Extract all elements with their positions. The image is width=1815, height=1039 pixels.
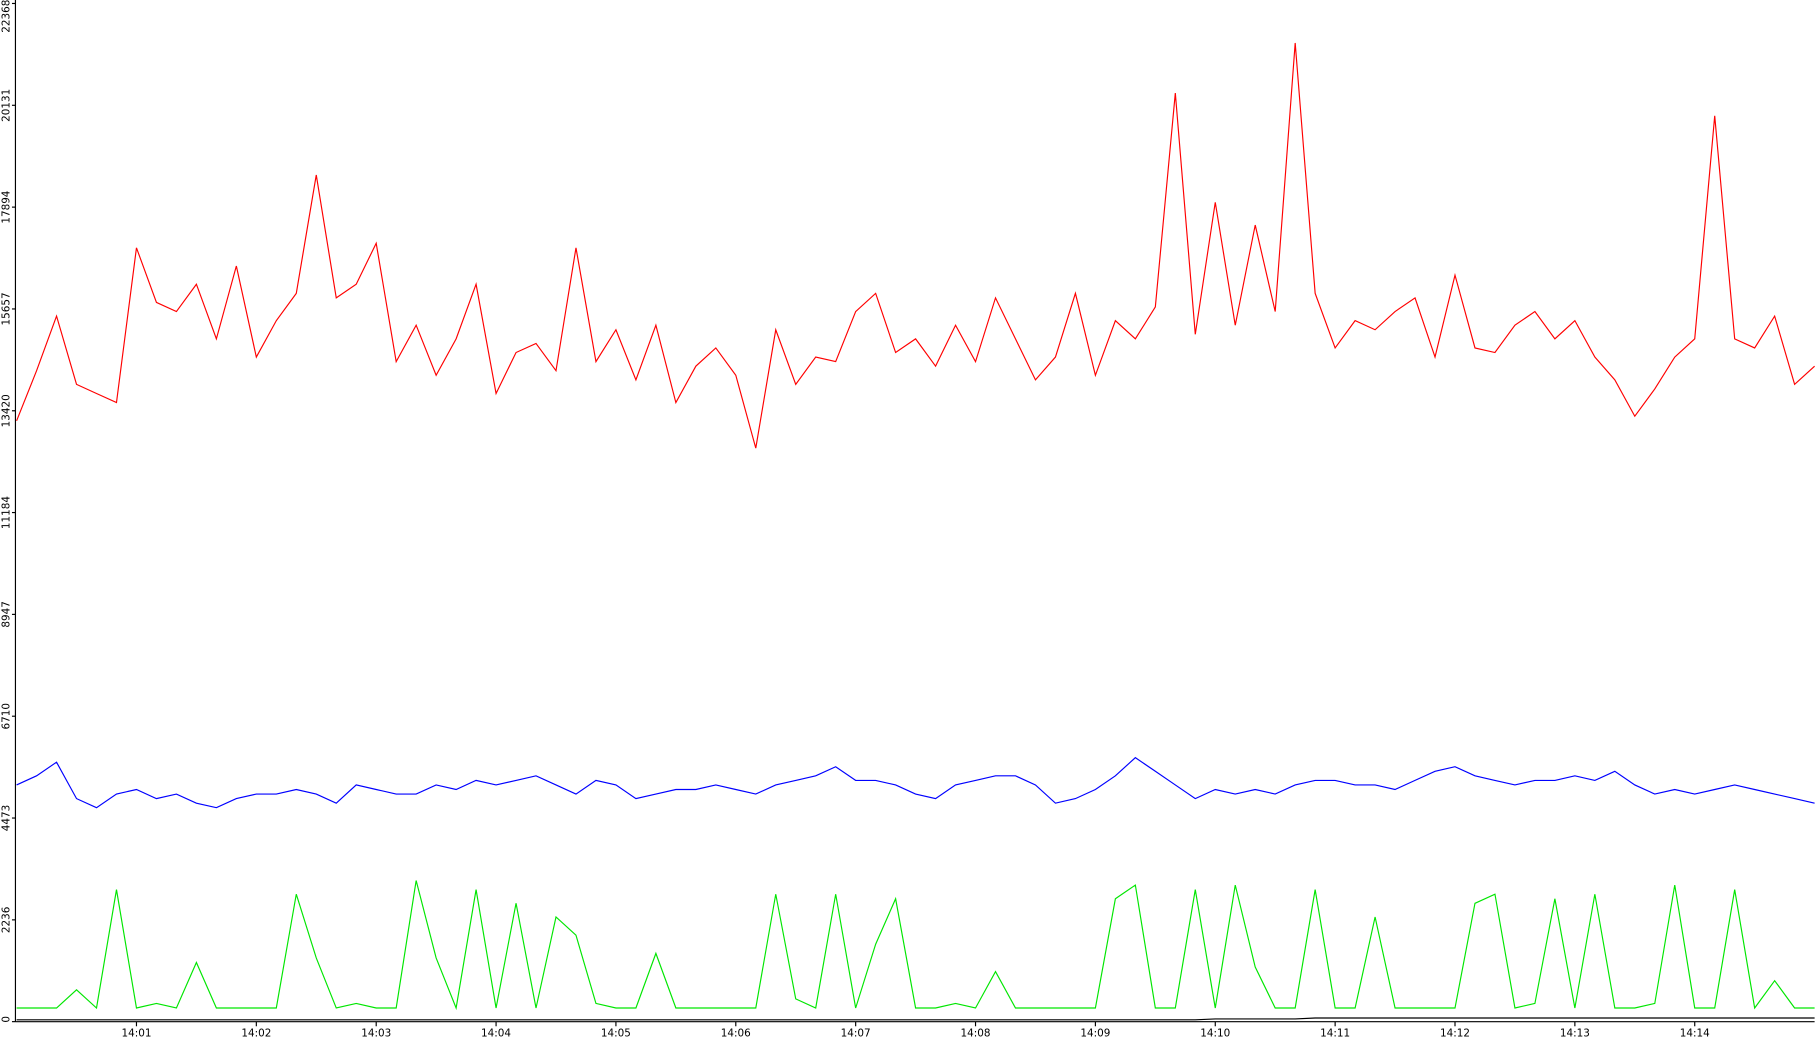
- series-line: [16, 42, 1815, 449]
- x-tick-label: 14:14: [1680, 1028, 1710, 1039]
- y-tick-label: 15657: [1, 292, 13, 325]
- y-tick-label: 2236: [1, 907, 13, 933]
- series-line: [16, 1017, 1815, 1021]
- y-tick-label: 4473: [1, 805, 13, 831]
- y-tick-label: 6710: [1, 703, 13, 729]
- x-tick-label: 14:11: [1320, 1028, 1350, 1039]
- y-tick-label: 8947: [1, 601, 13, 627]
- x-tick-label: 14:13: [1560, 1028, 1590, 1039]
- y-tick-label: 13420: [1, 394, 13, 427]
- x-tick-label: 14:03: [361, 1028, 391, 1039]
- y-tick-label: 22368: [1, 0, 13, 33]
- x-tick-label: 14:09: [1080, 1028, 1110, 1039]
- x-tick-label: 14:05: [601, 1028, 631, 1039]
- series-line: [16, 756, 1815, 809]
- y-tick-label: 20131: [1, 89, 13, 122]
- y-tick-label: 17894: [1, 190, 13, 223]
- series-line: [16, 880, 1815, 1011]
- x-tick-label: 14:07: [841, 1028, 871, 1039]
- x-tick-label: 14:02: [241, 1028, 271, 1039]
- x-tick-label: 14:01: [121, 1028, 151, 1039]
- y-tick-label: 11184: [1, 496, 13, 529]
- x-tick-label: 14:10: [1200, 1028, 1230, 1039]
- x-tick-label: 14:12: [1440, 1028, 1470, 1039]
- x-tick-label: 14:06: [721, 1028, 751, 1039]
- x-tick-label: 14:04: [481, 1028, 511, 1039]
- x-tick-label: 14:08: [961, 1028, 991, 1039]
- y-tick-label: 0: [1, 1016, 13, 1023]
